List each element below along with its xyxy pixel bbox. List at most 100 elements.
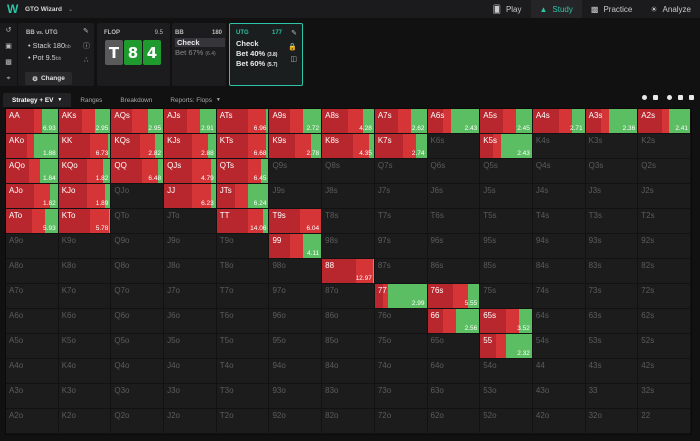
hand-cell[interactable]: 4.35 K8s <box>322 134 375 159</box>
hand-cell[interactable]: J9s <box>269 184 323 209</box>
nav-practice[interactable]: ▩ Practice <box>582 0 641 18</box>
hand-cell[interactable]: 4.79 QJs <box>164 159 217 184</box>
hand-cell[interactable]: Q2s <box>638 159 691 184</box>
hand-cell[interactable]: K2s <box>638 134 691 159</box>
hand-cell[interactable]: T4o <box>216 359 270 384</box>
hand-cell[interactable]: K3s <box>585 134 639 159</box>
hand-cell[interactable]: J4o <box>164 359 217 384</box>
action-check[interactable]: Check <box>175 38 225 47</box>
hand-cell[interactable]: A3o <box>6 384 59 409</box>
hand-cell[interactable]: K6s <box>427 134 481 159</box>
action-bet-40[interactable]: Bet 40% (3.8) <box>236 49 278 58</box>
hand-cell[interactable]: 6.73 KK <box>58 134 112 159</box>
hand-cell[interactable]: Q7s <box>374 159 428 184</box>
hand-cell[interactable]: 93o <box>269 384 323 409</box>
hand-cell[interactable]: 92o <box>269 409 323 434</box>
hand-cell[interactable]: J3o <box>164 384 217 409</box>
hand-cell[interactable]: 2.56 66 <box>427 309 481 334</box>
change-button[interactable]: ⚙ Change <box>25 72 72 85</box>
hand-cell[interactable]: 32o <box>585 409 639 434</box>
hand-cell[interactable]: T8s <box>322 209 375 234</box>
book-icon[interactable]: ◫ <box>290 56 297 63</box>
hand-cell[interactable]: J3s <box>585 184 639 209</box>
hand-cell[interactable]: Q3o <box>111 384 165 409</box>
hand-cell[interactable]: 2.32 55 <box>480 334 533 359</box>
hand-cell[interactable]: 2.43 K5s <box>480 134 533 159</box>
tab-strategy-ev[interactable]: Strategy + EV ▼ <box>3 93 72 107</box>
hand-cell[interactable]: K9o <box>58 234 112 259</box>
hand-cell[interactable]: 94o <box>269 359 323 384</box>
hand-cell[interactable]: 32s <box>638 384 691 409</box>
hand-cell[interactable]: T2s <box>638 209 691 234</box>
hand-cell[interactable]: 85o <box>322 334 375 359</box>
hand-cell[interactable]: 1.88 AKo <box>6 134 59 159</box>
hand-cell[interactable]: Q5o <box>111 334 165 359</box>
hand-cell[interactable]: 53o <box>480 384 533 409</box>
nodes-icon[interactable]: ∴ <box>84 57 89 64</box>
hand-cell[interactable]: J2s <box>638 184 691 209</box>
hand-cell[interactable]: T9o <box>216 234 270 259</box>
full-view-icon[interactable] <box>689 95 694 100</box>
grid-view-icon[interactable] <box>678 95 683 100</box>
hand-cell[interactable]: 43o <box>532 384 586 409</box>
hand-cell[interactable]: 84o <box>322 359 375 384</box>
hand-cell[interactable]: T3s <box>585 209 639 234</box>
action-check[interactable]: Check <box>236 39 259 48</box>
hand-cell[interactable]: 2.95 AKs <box>58 109 112 134</box>
hand-cell[interactable]: 6.96 ATs <box>216 109 270 134</box>
hand-cell[interactable]: 6.24 JTs <box>216 184 270 209</box>
hand-cell[interactable]: J8o <box>164 259 217 284</box>
hand-cell[interactable]: 12.97 88 <box>322 259 375 284</box>
hand-cell[interactable]: 72o <box>374 409 428 434</box>
hand-cell[interactable]: 2.82 KQs <box>111 134 165 159</box>
hand-cell[interactable]: 1.84 AQo <box>6 159 59 184</box>
tab-ranges[interactable]: Ranges <box>80 96 103 104</box>
hand-cell[interactable]: 83o <box>322 384 375 409</box>
tab-reports-flops[interactable]: Reports: Flops ▼ <box>170 96 221 104</box>
hand-cell[interactable]: 6.45 QTs <box>216 159 270 184</box>
hand-cell[interactable]: 33 <box>585 384 639 409</box>
hand-cell[interactable]: J7s <box>374 184 428 209</box>
hand-cell[interactable]: 92s <box>638 234 691 259</box>
hand-cell[interactable]: K5o <box>58 334 112 359</box>
hand-cell[interactable]: 2.36 A3s <box>585 109 639 134</box>
hand-cell[interactable]: K4s <box>532 134 586 159</box>
hand-cell[interactable]: 85s <box>480 259 533 284</box>
hand-cell[interactable]: 63o <box>427 384 481 409</box>
hand-cell[interactable]: 65o <box>427 334 481 359</box>
hand-cell[interactable]: T2o <box>216 409 270 434</box>
hand-cell[interactable]: A5o <box>6 334 59 359</box>
hand-cell[interactable]: J9o <box>164 234 217 259</box>
hand-cell[interactable]: Q6s <box>427 159 481 184</box>
hand-cell[interactable]: 6.68 KTs <box>216 134 270 159</box>
flop-panel[interactable]: FLOP 9.5 T 8 4 <box>97 23 170 86</box>
hand-cell[interactable]: 76o <box>374 309 428 334</box>
nav-study[interactable]: ▲ Study <box>530 0 582 18</box>
hand-cell[interactable]: 82o <box>322 409 375 434</box>
hand-cell[interactable]: 62o <box>427 409 481 434</box>
gamepad-icon[interactable]: ▩ <box>5 58 12 66</box>
hand-cell[interactable]: 6.23 JJ <box>164 184 217 209</box>
hand-cell[interactable]: 87s <box>374 259 428 284</box>
hand-cell[interactable]: J8s <box>322 184 375 209</box>
hand-cell[interactable]: A8o <box>6 259 59 284</box>
hand-cell[interactable]: 44 <box>532 359 586 384</box>
save-icon[interactable]: ▣ <box>5 43 12 51</box>
hand-cell[interactable]: 1.82 KQo <box>58 159 112 184</box>
hand-cell[interactable]: 2.45 A5s <box>480 109 533 134</box>
hand-cell[interactable]: Q4s <box>532 159 586 184</box>
hand-cell[interactable]: 94s <box>532 234 586 259</box>
hand-cell[interactable]: T4s <box>532 209 586 234</box>
hand-cell[interactable]: T3o <box>216 384 270 409</box>
square-view-icon[interactable] <box>653 95 658 100</box>
hand-cell[interactable]: Q6o <box>111 309 165 334</box>
hand-cell[interactable]: K8o <box>58 259 112 284</box>
hand-cell[interactable]: Q4o <box>111 359 165 384</box>
hand-cell[interactable]: 2.41 A2s <box>638 109 691 134</box>
color-mode-icon[interactable] <box>642 95 647 100</box>
nav-analyze[interactable]: ☀ Analyze <box>641 0 700 18</box>
hand-cell[interactable]: Q3s <box>585 159 639 184</box>
hand-cell[interactable]: Q7o <box>111 284 165 309</box>
hand-cell[interactable]: T5o <box>216 334 270 359</box>
hand-cell[interactable]: J6o <box>164 309 217 334</box>
